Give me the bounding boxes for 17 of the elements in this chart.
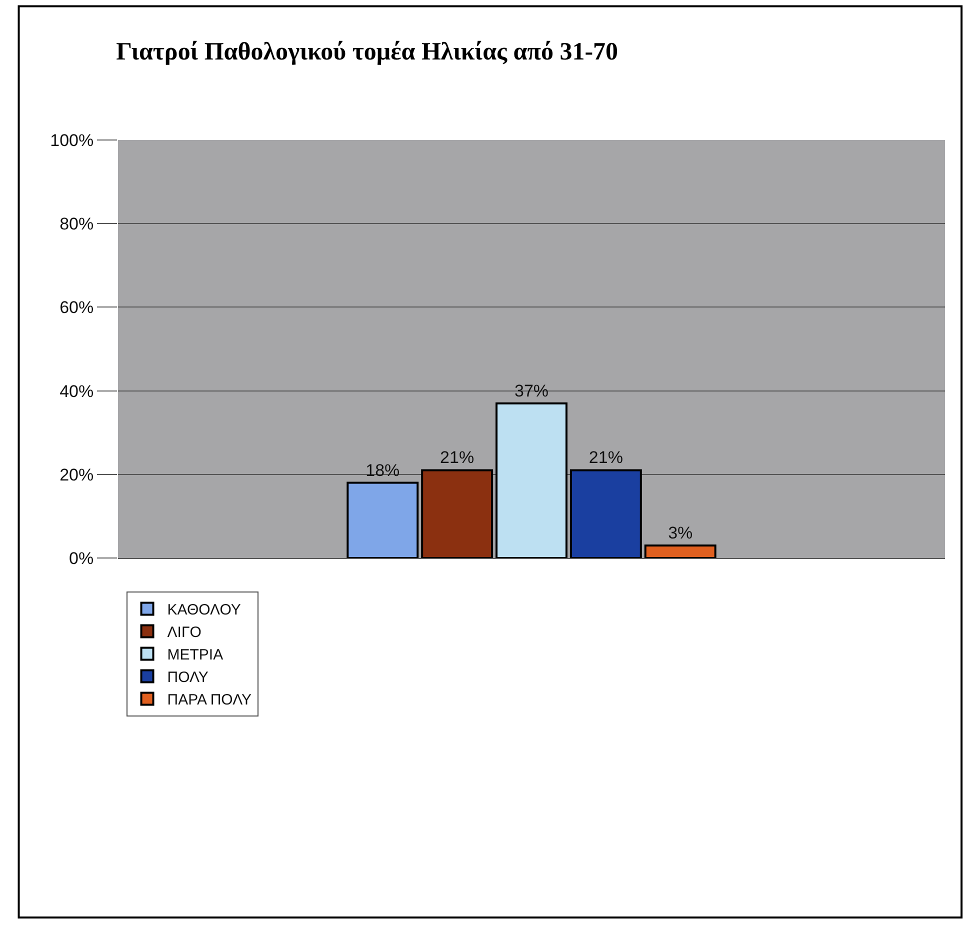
- legend-label: ΛΙΓΟ: [167, 624, 202, 642]
- y-tick-label: 0%: [69, 548, 94, 568]
- data-label: 21%: [440, 448, 474, 468]
- chart-title: Γιατροί Παθολογικού τομέα Ηλικίας από 31-70: [116, 38, 618, 66]
- legend-label: ΜΕΤΡΙΑ: [167, 646, 224, 664]
- y-tick-label: 20%: [60, 465, 94, 484]
- legend-label: ΠΑΡΑ ΠΟΛΥ: [167, 692, 252, 709]
- data-label: 3%: [668, 523, 693, 542]
- data-label: 37%: [514, 381, 549, 400]
- data-label: 18%: [366, 460, 400, 480]
- y-tick-label: 100%: [50, 130, 94, 150]
- legend-label: ΠΟΛΥ: [167, 669, 208, 686]
- y-tick-label: 80%: [60, 214, 94, 234]
- legend-label: ΚΑΘΟΛΟΥ: [167, 602, 241, 619]
- y-tick-label: 40%: [60, 382, 94, 401]
- y-tick-label: 60%: [60, 298, 94, 318]
- data-label: 21%: [588, 448, 623, 468]
